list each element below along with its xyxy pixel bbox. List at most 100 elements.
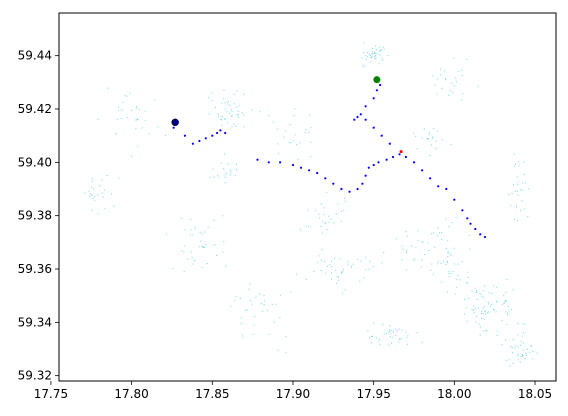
network-point — [511, 347, 513, 349]
network-point — [224, 101, 226, 103]
network-point — [340, 210, 343, 212]
network-point — [487, 312, 489, 314]
network-point — [496, 334, 498, 336]
network-point — [437, 227, 439, 229]
network-point — [115, 133, 117, 135]
route-point — [183, 134, 186, 137]
network-point — [248, 288, 250, 290]
network-point — [230, 115, 232, 117]
network-point — [466, 271, 468, 273]
network-point — [479, 292, 481, 294]
network-point — [94, 200, 96, 202]
network-point — [344, 289, 346, 291]
network-point — [532, 351, 534, 353]
route-point — [224, 131, 227, 135]
route-point — [375, 89, 378, 92]
route-point — [421, 169, 424, 172]
network-point — [514, 165, 516, 167]
network-point — [491, 303, 493, 305]
network-point — [385, 333, 387, 335]
network-point — [370, 342, 372, 344]
network-point — [524, 323, 526, 326]
network-point — [436, 93, 438, 95]
network-point — [330, 218, 332, 220]
network-point — [235, 295, 237, 297]
network-point — [379, 343, 381, 345]
network-point — [401, 329, 403, 331]
network-point — [524, 357, 526, 360]
network-point — [279, 294, 281, 296]
network-point — [226, 173, 228, 175]
network-point — [241, 112, 243, 114]
network-point — [519, 361, 521, 363]
network-point — [414, 258, 416, 260]
network-point — [446, 260, 448, 262]
network-point — [366, 56, 369, 58]
network-point — [305, 278, 308, 281]
network-point — [495, 311, 497, 313]
network-point — [191, 257, 193, 259]
network-point — [321, 232, 324, 234]
network-point — [344, 197, 346, 199]
network-point — [324, 223, 326, 225]
network-point — [206, 263, 208, 265]
x-axis: 17.75 17.80 17.85 17.90 17.95 18.00 18.05 — [34, 381, 552, 401]
network-point — [235, 125, 237, 127]
network-point — [536, 352, 538, 354]
network-point — [285, 336, 287, 338]
network-point — [199, 231, 201, 233]
network-point — [440, 68, 442, 70]
network-point — [432, 136, 434, 138]
network-point — [372, 266, 374, 268]
network-point — [517, 161, 520, 163]
route-point — [412, 161, 416, 164]
network-point — [237, 114, 239, 116]
network-point — [375, 57, 377, 59]
network-point — [406, 235, 408, 237]
network-point — [91, 178, 93, 180]
network-point — [371, 55, 373, 57]
network-point — [517, 183, 519, 185]
network-point — [318, 213, 320, 215]
network-point — [483, 296, 485, 298]
network-point — [475, 289, 478, 291]
network-point — [483, 306, 485, 308]
network-point — [437, 260, 439, 262]
network-point — [491, 293, 493, 295]
network-point — [437, 263, 439, 265]
network-point — [377, 340, 379, 342]
route-point — [332, 182, 335, 185]
network-point — [435, 148, 437, 150]
network-point — [468, 234, 470, 236]
network-point — [465, 307, 467, 309]
network-point — [440, 281, 443, 283]
network-point — [456, 279, 458, 281]
network-point — [522, 342, 524, 344]
network-point — [214, 106, 217, 109]
network-point — [383, 48, 385, 50]
network-point — [434, 84, 436, 86]
network-point — [516, 190, 518, 192]
network-point — [135, 119, 137, 121]
network-point — [136, 105, 138, 108]
x-tick-label: 17.85 — [195, 387, 229, 401]
network-point — [253, 324, 255, 326]
network-point — [363, 65, 365, 67]
network-point — [370, 61, 372, 63]
network-point — [461, 261, 463, 263]
network-point — [184, 245, 186, 247]
network-point — [118, 106, 120, 108]
network-point — [369, 336, 371, 339]
network-point — [300, 229, 302, 231]
network-point — [365, 269, 367, 271]
network-point — [337, 203, 339, 205]
network-point — [190, 218, 192, 220]
network-point — [392, 332, 394, 334]
network-point — [462, 93, 464, 95]
network-point — [113, 205, 115, 207]
network-point — [512, 339, 514, 341]
network-point — [458, 71, 460, 73]
network-point — [217, 174, 219, 176]
network-point — [193, 260, 196, 262]
network-point — [378, 338, 381, 340]
